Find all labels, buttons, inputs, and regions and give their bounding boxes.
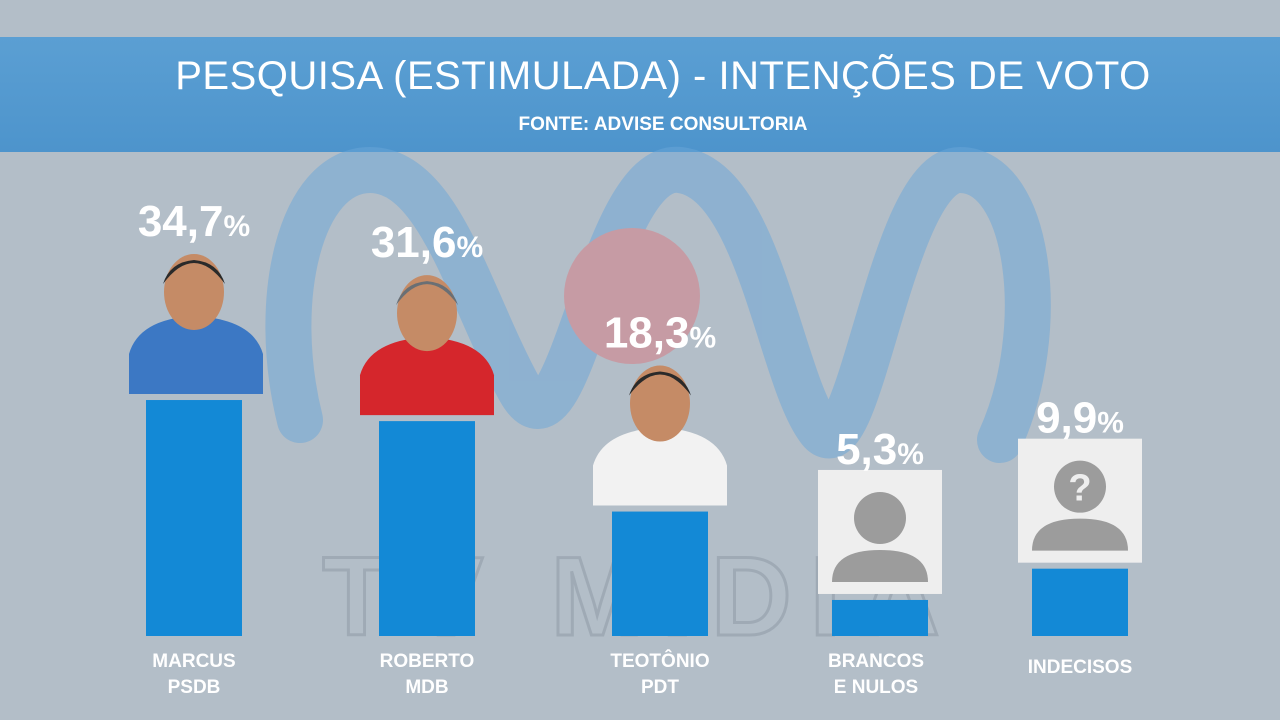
value-label-2: 18,3% [604, 309, 716, 358]
person-placeholder-icon [818, 469, 942, 594]
bar-3 [832, 599, 928, 636]
category-label-1: ROBERTO [380, 651, 475, 672]
category-label-3: E NULOS [834, 677, 918, 698]
category-label-2: TEOTÔNIO [610, 650, 709, 672]
bar-1 [379, 421, 475, 636]
page-title: PESQUISA (ESTIMULADA) - INTENÇÕES DE VOT… [175, 54, 1151, 98]
category-label-0: PSDB [168, 677, 221, 698]
value-label-1: 31,6% [371, 218, 483, 267]
question-person-icon: ? [1018, 438, 1142, 563]
category-label-4: INDECISOS [1028, 657, 1133, 678]
bar-4 [1032, 568, 1128, 636]
candidate-photo [129, 254, 263, 395]
category-label-3: BRANCOS [828, 651, 924, 672]
candidate-photo [360, 275, 494, 416]
value-label-0: 34,7% [138, 197, 250, 246]
header-bar [0, 37, 1280, 152]
category-label-0: MARCUS [152, 651, 235, 672]
value-label-4: 9,9% [1036, 394, 1124, 443]
category-label-2: PDT [641, 677, 679, 698]
bar-2 [612, 511, 708, 636]
svg-text:?: ? [1068, 468, 1091, 510]
source-subtitle: FONTE: ADVISE CONSULTORIA [518, 114, 808, 135]
bar-0 [146, 400, 242, 636]
value-label-3: 5,3% [836, 425, 924, 474]
candidate-photo [593, 365, 727, 506]
category-label-1: MDB [405, 677, 448, 698]
